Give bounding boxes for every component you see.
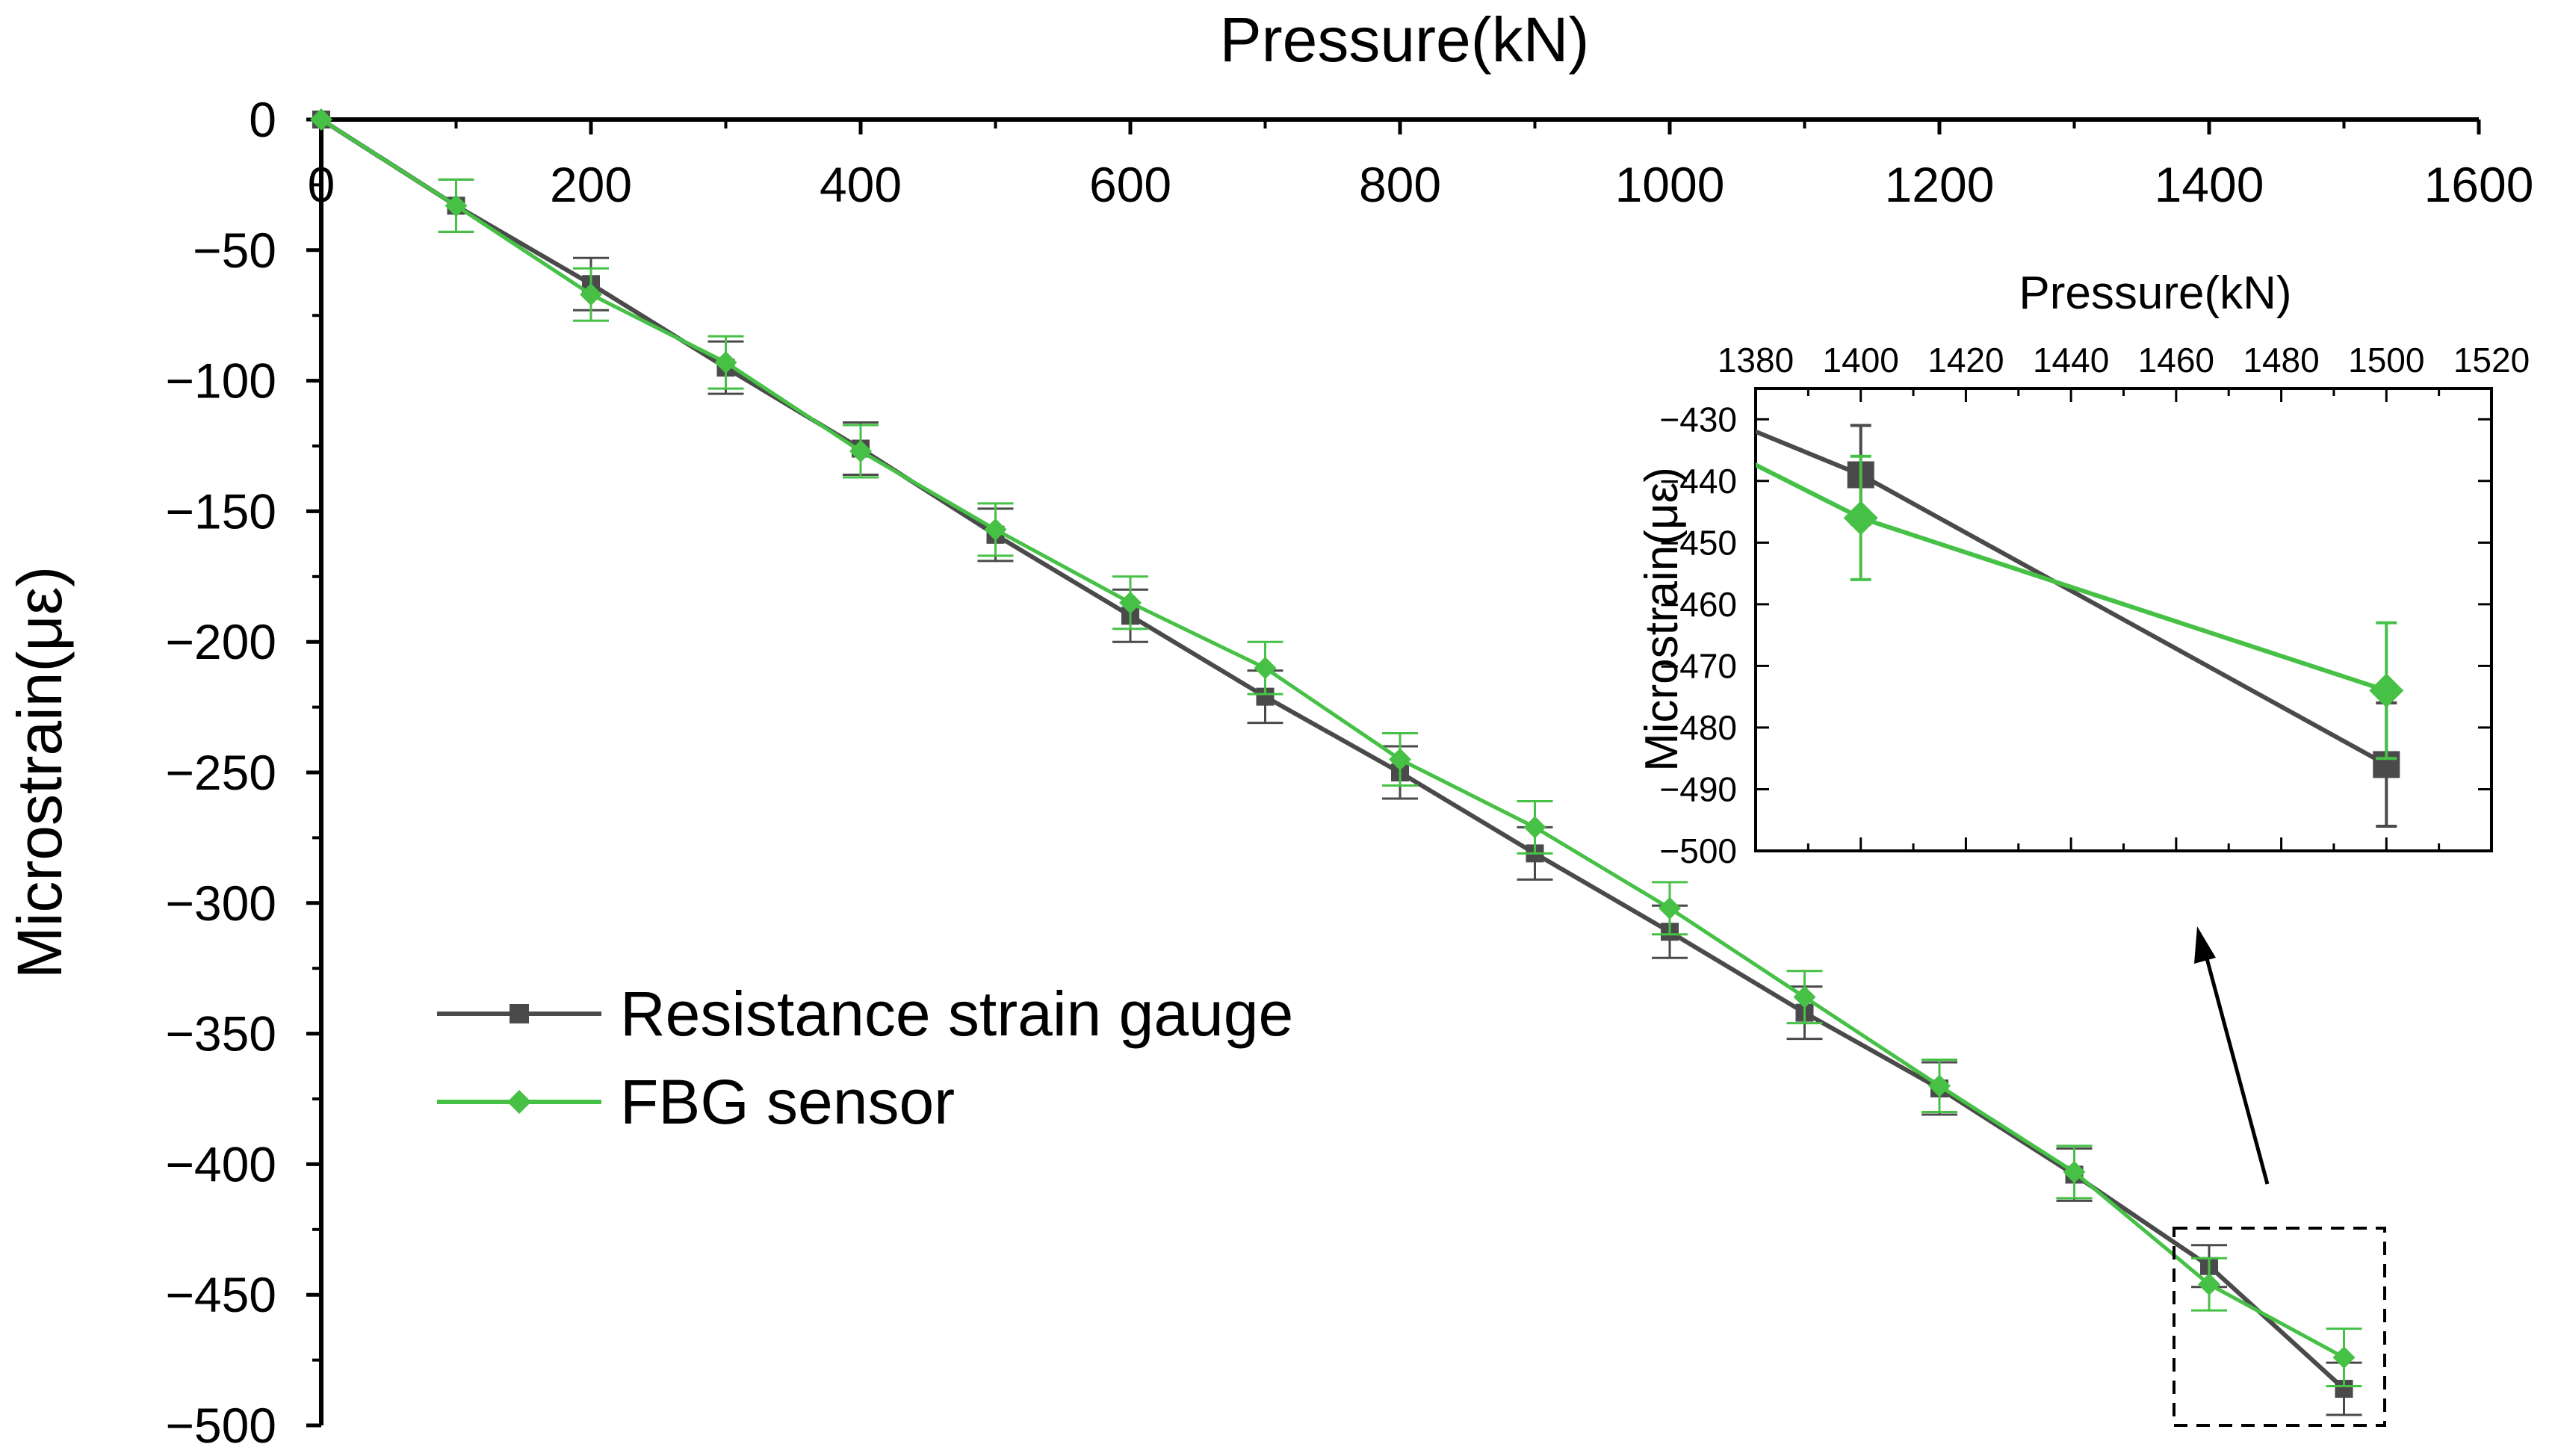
inset-data-point-fbg — [1843, 501, 1878, 536]
x-tick-label: 1400 — [2155, 157, 2264, 212]
inset-x-tick-label: 1400 — [1823, 341, 1899, 380]
data-point-fbg — [445, 194, 468, 217]
x-tick-label: 800 — [1359, 157, 1441, 212]
inset-x-axis-title: Pressure(kN) — [2019, 267, 2291, 319]
legend-label-fbg: FBG sensor — [620, 1067, 955, 1137]
data-point-fbg — [580, 283, 602, 306]
data-point-fbg — [1659, 896, 1681, 920]
inset-x-tick-label: 1480 — [2243, 341, 2319, 380]
legend-entry-strain-gauge: Resistance strain gauge — [437, 979, 1293, 1049]
inset-y-tick-label: −500 — [1659, 831, 1737, 870]
inset-x-tick-label: 1440 — [2033, 341, 2109, 380]
main-y-ticks: 0 −50 −100 −150 −200 −250 −300 −350 −400 −450 −500 — [165, 92, 321, 1453]
inset-x-tick-label: 1460 — [2138, 341, 2214, 380]
inset-x-ticks: 1380 1400 1420 1440 1460 1480 1500 1520 — [1718, 341, 2530, 851]
inset-x-tick-label: 1380 — [1718, 341, 1794, 380]
inset-y-axis-title: Microstrain(με) — [1636, 467, 1688, 772]
main-y-axis-title: Microstrain(με) — [4, 566, 75, 979]
data-point-fbg — [1119, 591, 1142, 614]
inset-x-tick-label: 1500 — [2348, 341, 2424, 380]
x-tick-label: 400 — [820, 157, 902, 212]
inset-y-tick-label: −470 — [1659, 646, 1737, 685]
data-point-fbg — [2332, 1346, 2356, 1369]
y-tick-label: −450 — [165, 1267, 276, 1322]
series-line-strain-gauge — [320, 117, 2346, 1391]
legend-label-strain-gauge: Resistance strain gauge — [620, 979, 1293, 1049]
main-x-ticks: 0 200 400 600 800 1000 1200 1400 1600 — [308, 120, 2534, 212]
data-point-fbg — [1254, 657, 1277, 680]
data-point-fbg — [2063, 1160, 2086, 1183]
data-point-fbg — [714, 351, 737, 374]
zoom-box — [2173, 1227, 2386, 1427]
inset-data-point-fbg — [2369, 673, 2404, 708]
inset-y-ticks: −430 −440 −450 −460 −470 −480 −490 −500 — [1659, 400, 2492, 870]
inset-y-tick-label: −460 — [1659, 585, 1737, 624]
inset-x-tick-label: 1420 — [1927, 341, 2004, 380]
inset-y-tick-label: −450 — [1659, 523, 1737, 562]
data-point-fbg — [1389, 748, 1411, 771]
data-point-fbg — [310, 108, 332, 131]
legend-marker-diamond — [507, 1090, 531, 1114]
main-plot-area — [310, 108, 2362, 1416]
data-point-fbg — [1928, 1074, 1951, 1097]
inset-x-tick-label: 1520 — [2453, 341, 2530, 380]
y-tick-label: −250 — [165, 745, 276, 800]
inset-y-tick-label: −480 — [1659, 708, 1737, 747]
y-tick-label: −350 — [165, 1006, 276, 1062]
y-tick-label: −500 — [165, 1398, 276, 1453]
y-tick-label: 0 — [249, 92, 276, 147]
y-tick-label: −400 — [165, 1136, 276, 1192]
x-tick-label: 200 — [550, 157, 632, 212]
legend: Resistance strain gauge FBG sensor — [437, 979, 1293, 1137]
y-tick-label: −50 — [193, 223, 276, 278]
x-tick-label: 1000 — [1615, 157, 1725, 212]
data-point-fbg — [1793, 985, 1816, 1009]
y-tick-label: −100 — [165, 353, 276, 409]
data-point-fbg — [2198, 1273, 2220, 1296]
legend-marker-square — [510, 1004, 529, 1023]
inset-y-tick-label: −440 — [1659, 462, 1737, 501]
x-tick-label: 1200 — [1885, 157, 1995, 212]
main-x-axis-title: Pressure(kN) — [1220, 4, 1590, 75]
inset-y-tick-label: −430 — [1659, 400, 1737, 439]
y-tick-label: −300 — [165, 876, 276, 931]
y-tick-label: −150 — [165, 483, 276, 539]
zoom-arrow — [2202, 950, 2270, 1185]
inset-chart: 1380 1400 1420 1440 1460 1480 1500 1520 −430 −44… — [1636, 267, 2530, 870]
x-tick-label: 1600 — [2424, 157, 2534, 212]
data-point-fbg — [1523, 816, 1546, 839]
inset-y-tick-label: −490 — [1659, 769, 1737, 808]
inset-plot-area — [1756, 424, 2404, 828]
legend-entry-fbg: FBG sensor — [437, 1067, 955, 1137]
zoom-arrow-head — [2194, 926, 2216, 964]
x-tick-label: 600 — [1089, 157, 1171, 212]
main-axes: 0 200 400 600 800 1000 1200 1400 1600 0 −50 −100 −1… — [4, 4, 2533, 1453]
data-point-fbg — [984, 518, 1007, 541]
y-tick-label: −200 — [165, 614, 276, 669]
series-line-fbg — [320, 117, 2345, 1360]
data-point-fbg — [849, 439, 872, 462]
